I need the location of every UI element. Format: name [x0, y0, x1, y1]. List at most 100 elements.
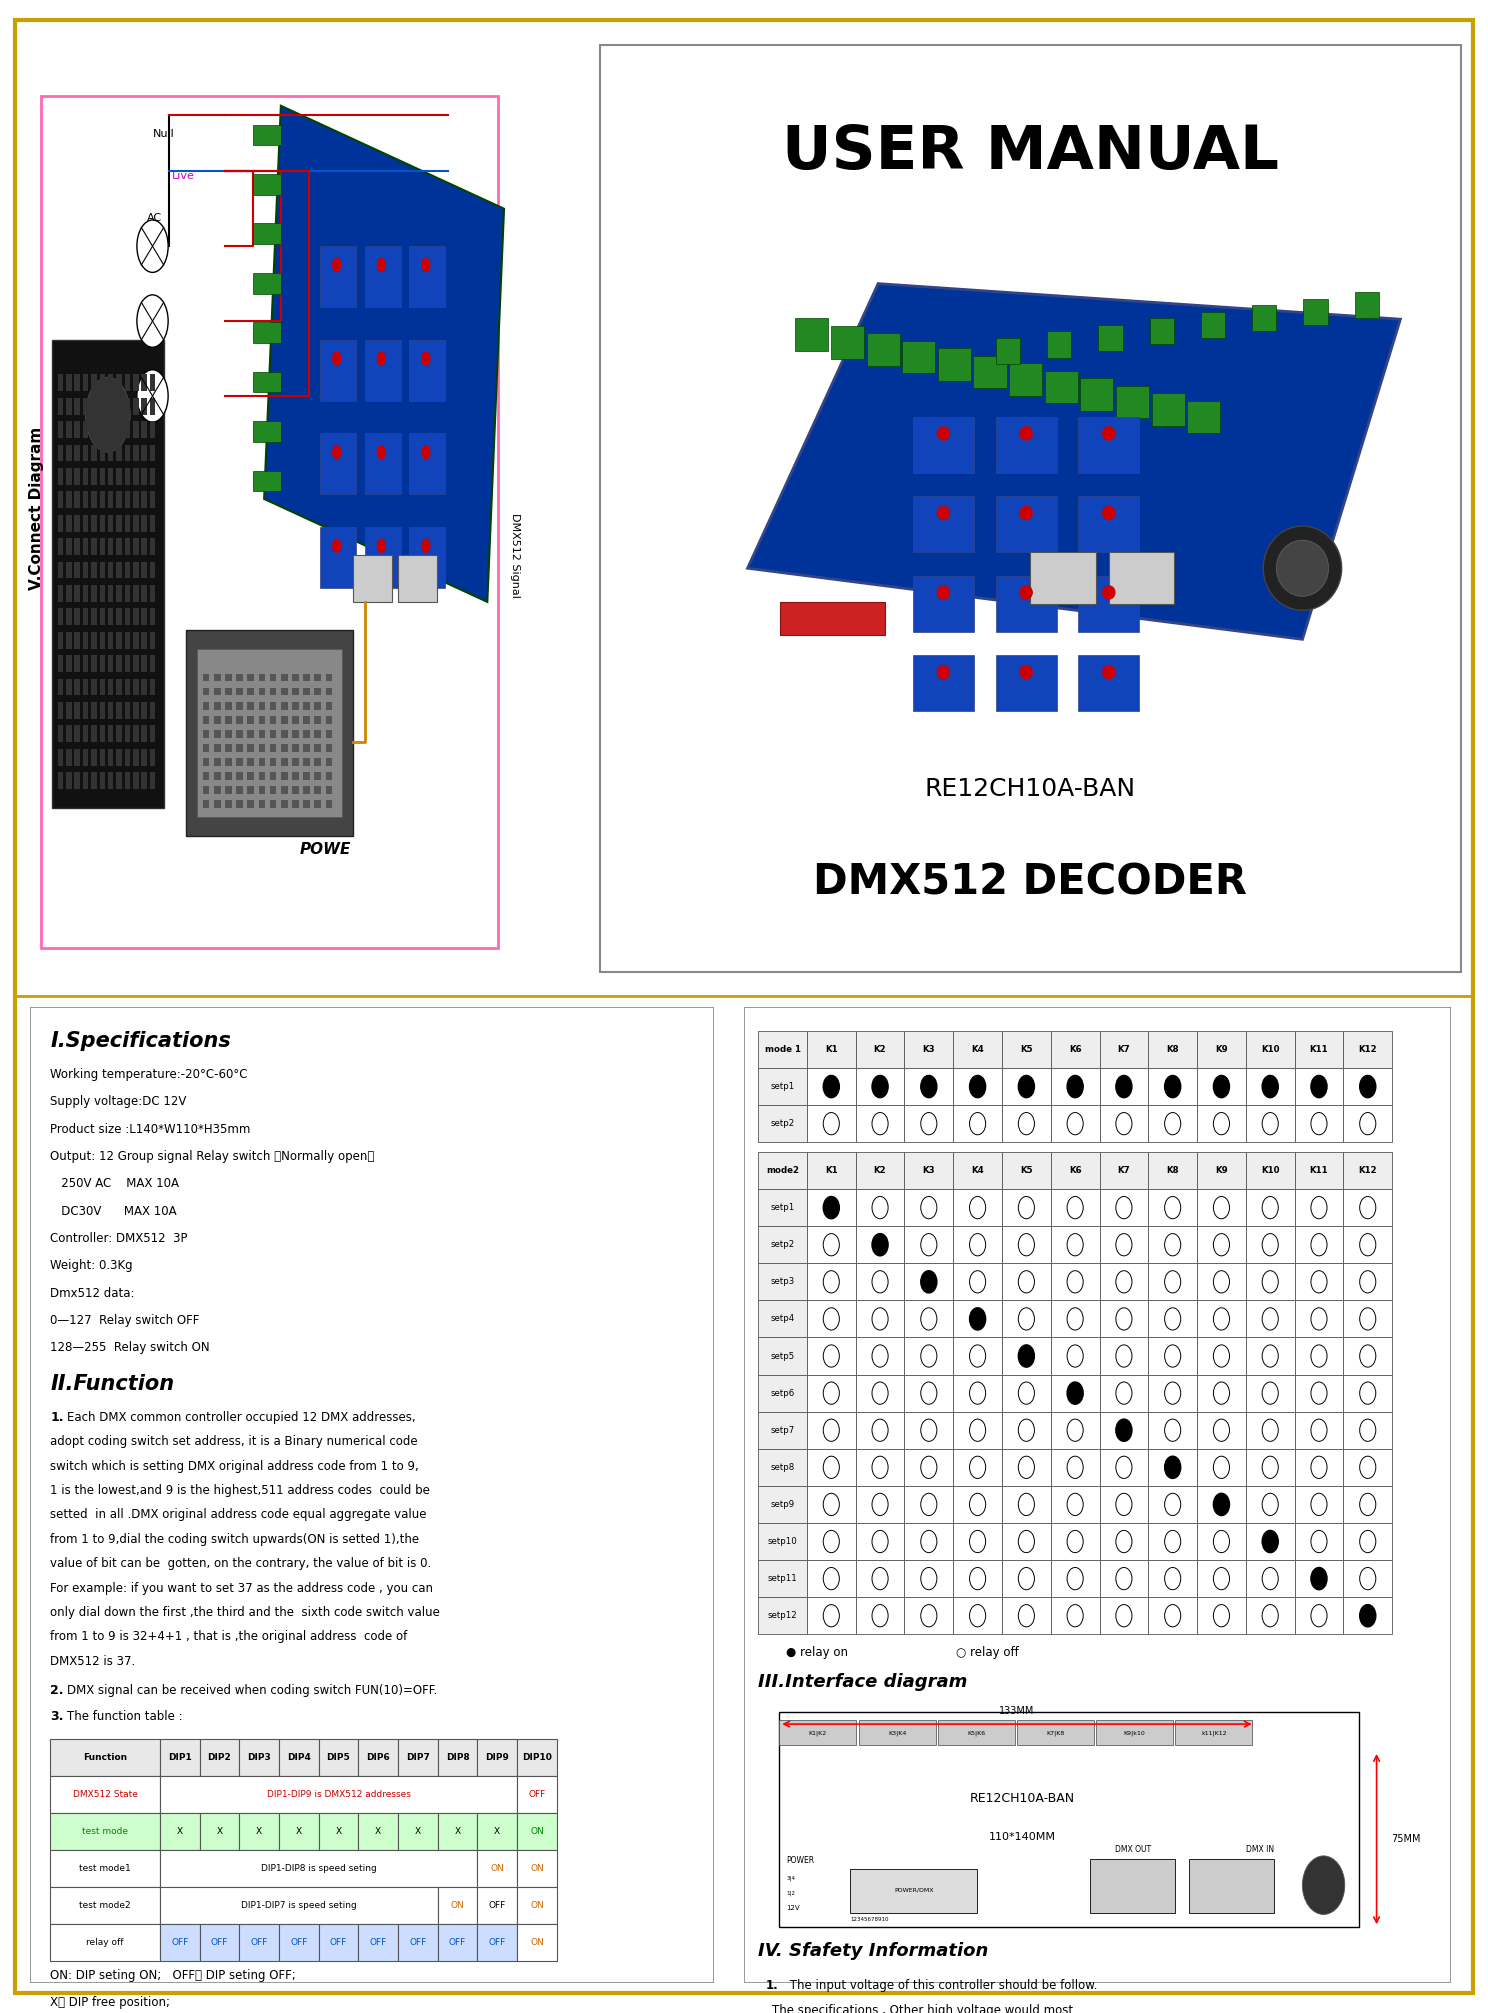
Bar: [125, 632, 131, 648]
Text: K4: K4: [972, 1045, 984, 1055]
Bar: [292, 801, 299, 807]
Bar: [304, 688, 310, 696]
Text: ON: ON: [491, 1864, 504, 1872]
Bar: [304, 801, 310, 807]
Bar: [74, 725, 80, 743]
Bar: [1196, 1105, 1245, 1141]
Bar: [1344, 1560, 1393, 1596]
Circle shape: [1116, 1455, 1132, 1478]
Text: K9|k10: K9|k10: [1123, 1729, 1146, 1735]
Bar: [281, 801, 287, 807]
Circle shape: [1018, 1383, 1034, 1405]
Bar: [150, 678, 155, 696]
Bar: [259, 688, 265, 696]
Bar: [65, 421, 71, 439]
Bar: [132, 445, 138, 461]
Bar: [1196, 1069, 1245, 1105]
Bar: [1295, 1300, 1344, 1337]
Circle shape: [1067, 1345, 1083, 1367]
Circle shape: [1311, 1383, 1327, 1405]
Bar: [1344, 1449, 1393, 1486]
Bar: [914, 656, 973, 711]
Bar: [65, 749, 71, 765]
Bar: [100, 749, 106, 765]
Circle shape: [1302, 1856, 1345, 1914]
Circle shape: [1213, 1494, 1229, 1516]
Bar: [141, 608, 147, 626]
Bar: [905, 1560, 954, 1596]
Bar: [1344, 1190, 1393, 1226]
Text: K3: K3: [923, 1045, 934, 1055]
Text: setp7: setp7: [771, 1425, 795, 1435]
Bar: [100, 537, 106, 556]
Text: ON: ON: [530, 1828, 543, 1836]
Bar: [83, 656, 88, 672]
Bar: [1245, 1226, 1295, 1264]
Text: k11|K12: k11|K12: [1201, 1729, 1226, 1735]
Circle shape: [1116, 1196, 1132, 1218]
Bar: [100, 515, 106, 531]
Circle shape: [1360, 1568, 1376, 1590]
Bar: [954, 1300, 1001, 1337]
Circle shape: [1116, 1345, 1132, 1367]
Bar: [100, 608, 106, 626]
Bar: [759, 1375, 806, 1411]
Bar: [1344, 1069, 1393, 1105]
Bar: [83, 749, 88, 765]
Bar: [100, 374, 106, 391]
Circle shape: [872, 1383, 888, 1405]
Bar: [437, 1814, 478, 1850]
Bar: [1001, 1375, 1051, 1411]
Bar: [1001, 1337, 1051, 1375]
Text: setp5: setp5: [771, 1351, 795, 1361]
Bar: [237, 745, 243, 751]
Circle shape: [1311, 1604, 1327, 1627]
Bar: [1079, 576, 1140, 632]
Bar: [1295, 1524, 1344, 1560]
Circle shape: [1311, 1270, 1327, 1292]
Bar: [1196, 1449, 1245, 1486]
Bar: [247, 773, 254, 779]
Bar: [1051, 1300, 1100, 1337]
Text: OFF: OFF: [171, 1939, 189, 1947]
Bar: [1245, 1190, 1295, 1226]
Bar: [518, 1775, 557, 1814]
Circle shape: [1018, 1308, 1034, 1331]
Bar: [109, 374, 113, 391]
Bar: [100, 445, 106, 461]
Bar: [856, 1560, 905, 1596]
Circle shape: [937, 507, 949, 519]
Bar: [1100, 1486, 1149, 1524]
Circle shape: [1019, 507, 1033, 519]
Bar: [58, 725, 62, 743]
Bar: [259, 674, 265, 682]
Bar: [759, 1449, 806, 1486]
Bar: [141, 445, 147, 461]
Bar: [202, 759, 210, 765]
Bar: [141, 374, 147, 391]
Text: X: X: [375, 1828, 381, 1836]
Bar: [806, 1375, 856, 1411]
Bar: [247, 787, 254, 793]
Text: ON: ON: [530, 1939, 543, 1947]
Bar: [314, 717, 321, 723]
Circle shape: [1262, 1270, 1278, 1292]
Text: Product size :L140*W110*H35mm: Product size :L140*W110*H35mm: [51, 1123, 250, 1135]
Circle shape: [1067, 1455, 1083, 1478]
Circle shape: [1262, 1075, 1278, 1097]
Bar: [1051, 1105, 1100, 1141]
Bar: [65, 374, 71, 391]
Bar: [58, 562, 62, 578]
Bar: [65, 703, 71, 719]
Bar: [759, 1300, 806, 1337]
Bar: [269, 787, 277, 793]
Bar: [1045, 370, 1077, 403]
Bar: [1149, 1449, 1196, 1486]
Bar: [269, 731, 277, 737]
Bar: [292, 773, 299, 779]
Text: K7|K8: K7|K8: [1046, 1729, 1064, 1735]
Bar: [1001, 1264, 1051, 1300]
Bar: [100, 678, 106, 696]
Bar: [281, 688, 287, 696]
Text: 250V AC    MAX 10A: 250V AC MAX 10A: [51, 1178, 179, 1190]
